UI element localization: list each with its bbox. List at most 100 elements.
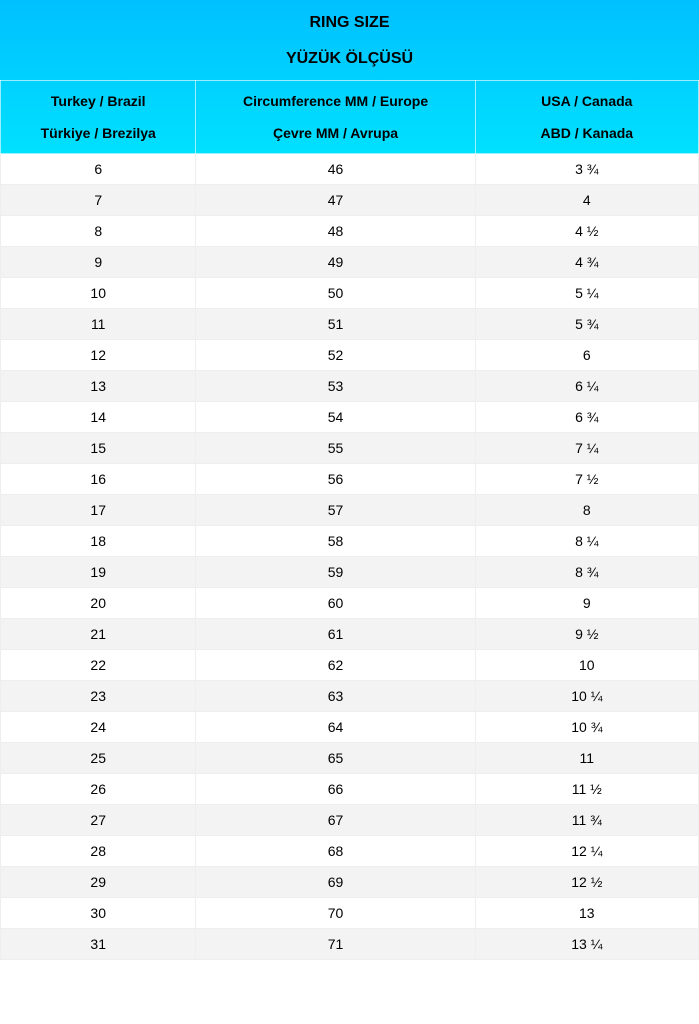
- table-cell: 58: [196, 526, 475, 557]
- table-cell: 66: [196, 774, 475, 805]
- table-row: 266611 ½: [1, 774, 699, 805]
- table-cell: 23: [1, 681, 196, 712]
- table-cell: 48: [196, 216, 475, 247]
- table-cell: 6 ¼: [475, 371, 698, 402]
- gradient-header-wrap: RING SIZE YÜZÜK ÖLÇÜSÜ Turkey / Brazil T…: [0, 0, 699, 960]
- table-cell: 19: [1, 557, 196, 588]
- table-cell: 9 ½: [475, 619, 698, 650]
- table-cell: 53: [196, 371, 475, 402]
- table-cell: 8: [1, 216, 196, 247]
- col-header-usa-canada: USA / Canada ABD / Kanada: [475, 81, 698, 154]
- table-cell: 54: [196, 402, 475, 433]
- table-cell: 71: [196, 929, 475, 960]
- table-cell: 12 ½: [475, 867, 698, 898]
- table-cell: 29: [1, 867, 196, 898]
- col-header-line2: Çevre MM / Avrupa: [202, 125, 468, 141]
- table-cell: 10: [475, 650, 698, 681]
- table-cell: 10 ¾: [475, 712, 698, 743]
- table-cell: 6: [475, 340, 698, 371]
- table-cell: 59: [196, 557, 475, 588]
- table-cell: 55: [196, 433, 475, 464]
- table-row: 19598 ¾: [1, 557, 699, 588]
- ring-size-table: Turkey / Brazil Türkiye / Brezilya Circu…: [0, 80, 699, 960]
- table-cell: 12 ¼: [475, 836, 698, 867]
- table-cell: 8: [475, 495, 698, 526]
- table-cell: 21: [1, 619, 196, 650]
- table-row: 13536 ¼: [1, 371, 699, 402]
- table-cell: 9: [1, 247, 196, 278]
- table-row: 16567 ½: [1, 464, 699, 495]
- table-cell: 7 ½: [475, 464, 698, 495]
- table-cell: 56: [196, 464, 475, 495]
- table-cell: 11: [1, 309, 196, 340]
- table-row: 11515 ¾: [1, 309, 699, 340]
- table-cell: 16: [1, 464, 196, 495]
- table-cell: 11 ½: [475, 774, 698, 805]
- table-cell: 13: [1, 371, 196, 402]
- table-row: 7474: [1, 185, 699, 216]
- table-cell: 3 ¾: [475, 154, 698, 185]
- table-cell: 15: [1, 433, 196, 464]
- table-cell: 25: [1, 743, 196, 774]
- table-cell: 8 ¼: [475, 526, 698, 557]
- table-cell: 10 ¼: [475, 681, 698, 712]
- table-cell: 68: [196, 836, 475, 867]
- page-title: RING SIZE: [0, 14, 699, 32]
- table-row: 236310 ¼: [1, 681, 699, 712]
- table-cell: 46: [196, 154, 475, 185]
- table-cell: 51: [196, 309, 475, 340]
- table-row: 296912 ½: [1, 867, 699, 898]
- table-cell: 14: [1, 402, 196, 433]
- table-cell: 31: [1, 929, 196, 960]
- table-cell: 63: [196, 681, 475, 712]
- table-row: 10505 ¼: [1, 278, 699, 309]
- table-cell: 18: [1, 526, 196, 557]
- col-header-line2: Türkiye / Brezilya: [7, 125, 189, 141]
- table-cell: 47: [196, 185, 475, 216]
- table-cell: 10: [1, 278, 196, 309]
- table-cell: 69: [196, 867, 475, 898]
- table-row: 12526: [1, 340, 699, 371]
- table-cell: 6: [1, 154, 196, 185]
- table-row: 17578: [1, 495, 699, 526]
- table-row: 307013: [1, 898, 699, 929]
- table-cell: 50: [196, 278, 475, 309]
- table-row: 15557 ¼: [1, 433, 699, 464]
- table-row: 317113 ¼: [1, 929, 699, 960]
- table-cell: 13 ¼: [475, 929, 698, 960]
- col-header-line1: USA / Canada: [482, 93, 692, 109]
- table-cell: 65: [196, 743, 475, 774]
- table-cell: 4 ½: [475, 216, 698, 247]
- table-body: 6463 ¾74748484 ½9494 ¾10505 ¼11515 ¾1252…: [1, 154, 699, 960]
- table-cell: 11 ¾: [475, 805, 698, 836]
- table-row: 286812 ¼: [1, 836, 699, 867]
- table-cell: 7 ¼: [475, 433, 698, 464]
- table-cell: 26: [1, 774, 196, 805]
- table-cell: 30: [1, 898, 196, 929]
- table-cell: 17: [1, 495, 196, 526]
- table-cell: 28: [1, 836, 196, 867]
- table-cell: 22: [1, 650, 196, 681]
- table-cell: 13: [475, 898, 698, 929]
- col-header-line1: Circumference MM / Europe: [202, 93, 468, 109]
- table-row: 18588 ¼: [1, 526, 699, 557]
- table-cell: 20: [1, 588, 196, 619]
- table-cell: 62: [196, 650, 475, 681]
- header: RING SIZE YÜZÜK ÖLÇÜSÜ: [0, 0, 699, 80]
- table-cell: 4 ¾: [475, 247, 698, 278]
- table-cell: 64: [196, 712, 475, 743]
- table-row: 21619 ½: [1, 619, 699, 650]
- table-cell: 67: [196, 805, 475, 836]
- col-header-turkey-brazil: Turkey / Brazil Türkiye / Brezilya: [1, 81, 196, 154]
- table-cell: 52: [196, 340, 475, 371]
- table-row: 14546 ¾: [1, 402, 699, 433]
- table-row: 256511: [1, 743, 699, 774]
- table-cell: 61: [196, 619, 475, 650]
- table-row: 276711 ¾: [1, 805, 699, 836]
- table-cell: 49: [196, 247, 475, 278]
- table-cell: 57: [196, 495, 475, 526]
- table-row: 6463 ¾: [1, 154, 699, 185]
- table-cell: 12: [1, 340, 196, 371]
- table-cell: 5 ¾: [475, 309, 698, 340]
- page-subtitle: YÜZÜK ÖLÇÜSÜ: [0, 50, 699, 68]
